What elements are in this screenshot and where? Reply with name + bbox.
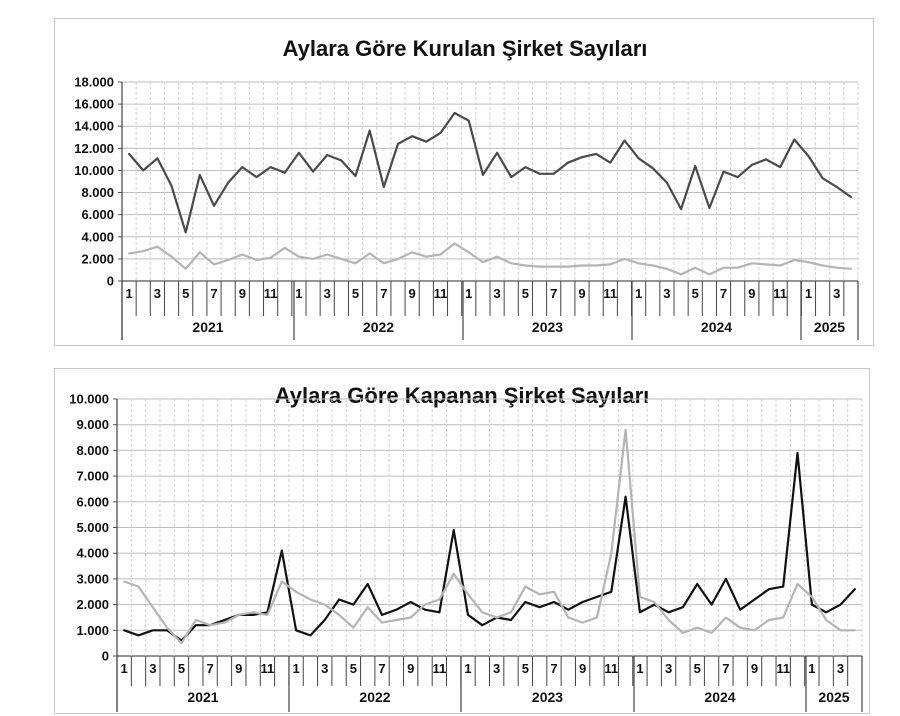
y-tick-label: 1.000 [76, 623, 109, 638]
x-month-label: 11 [434, 286, 448, 301]
y-tick-label: 18.000 [74, 75, 114, 90]
chart-title: Aylara Göre Kapanan Şirket Sayıları [275, 383, 650, 408]
x-month-label: 9 [235, 661, 242, 676]
x-month-label: 1 [121, 661, 128, 676]
x-year-label: 2024 [701, 319, 732, 335]
x-month-label: 5 [182, 286, 189, 301]
y-tick-label: 2.000 [76, 597, 109, 612]
y-tick-label: 4.000 [76, 546, 109, 561]
y-tick-label: 5.000 [76, 520, 109, 535]
x-month-label: 7 [207, 661, 214, 676]
x-month-label: 1 [635, 286, 642, 301]
y-tick-label: 4.000 [81, 229, 114, 244]
y-tick-label: 7.000 [76, 469, 109, 484]
y-tick-label: 10.000 [69, 392, 109, 407]
x-year-label: 2025 [814, 319, 845, 335]
x-month-label: 5 [522, 661, 529, 676]
x-month-label: 7 [722, 661, 729, 676]
y-tick-label: 10.000 [74, 163, 114, 178]
x-month-label: 1 [464, 661, 471, 676]
x-month-label: 1 [292, 661, 299, 676]
x-month-label: 1 [808, 661, 815, 676]
x-month-label: 5 [350, 661, 357, 676]
x-month-label: 1 [295, 286, 302, 301]
y-tick-label: 0 [107, 274, 114, 289]
y-tick-label: 6.000 [81, 207, 114, 222]
chart-2: Aylara Göre Kapanan Şirket Sayıları 0 1.00… [69, 383, 863, 712]
chart-1: Aylara Göre Kurulan Şirket Sayıları 0 2.00… [74, 36, 859, 340]
x-month-label: 9 [751, 661, 758, 676]
x-month-label: 3 [321, 661, 328, 676]
x-month-label: 7 [378, 661, 385, 676]
x-month-label: 5 [692, 286, 699, 301]
chart-panel-established [54, 18, 874, 346]
x-month-label: 7 [550, 661, 557, 676]
x-month-label: 9 [239, 286, 246, 301]
y-tick-label: 2.000 [81, 251, 114, 266]
x-month-label: 3 [665, 661, 672, 676]
x-month-label: 1 [636, 661, 643, 676]
x-month-label: 3 [493, 286, 500, 301]
x-year-label: 2021 [187, 689, 218, 705]
series-line-1 [123, 451, 856, 642]
x-year-label: 2021 [192, 319, 223, 335]
x-year-label: 2023 [532, 689, 563, 705]
x-month-label: 11 [773, 286, 787, 301]
x-year-label: 2023 [532, 319, 563, 335]
x-month-label: 3 [154, 286, 161, 301]
x-month-label: 7 [210, 286, 217, 301]
x-month-label: 5 [178, 661, 185, 676]
x-month-label: 3 [493, 661, 500, 676]
y-tick-label: 0 [102, 649, 109, 664]
chart-title: Aylara Göre Kurulan Şirket Sayıları [283, 36, 648, 61]
x-month-label: 1 [125, 286, 132, 301]
y-tick-label: 16.000 [74, 97, 114, 112]
x-year-label: 2022 [359, 689, 390, 705]
x-month-label: 3 [837, 661, 844, 676]
x-month-label: 7 [720, 286, 727, 301]
x-month-label: 3 [149, 661, 156, 676]
x-month-label: 9 [579, 661, 586, 676]
x-year-label: 2024 [704, 689, 735, 705]
y-tick-label: 14.000 [74, 119, 114, 134]
x-year-label: 2025 [818, 689, 849, 705]
y-tick-label: 3.000 [76, 571, 109, 586]
x-month-label: 11 [776, 661, 790, 676]
y-tick-label: 12.000 [74, 141, 114, 156]
y-tick-label: 8.000 [76, 443, 109, 458]
y-tick-label: 6.000 [76, 494, 109, 509]
x-month-label: 9 [578, 286, 585, 301]
x-month-label: 7 [550, 286, 557, 301]
y-tick-label: 9.000 [76, 417, 109, 432]
x-month-label: 3 [833, 286, 840, 301]
x-month-label: 11 [432, 661, 446, 676]
x-month-label: 11 [604, 661, 618, 676]
x-month-label: 9 [409, 286, 416, 301]
x-month-label: 7 [380, 286, 387, 301]
y-tick-label: 8.000 [81, 185, 114, 200]
x-month-label: 3 [663, 286, 670, 301]
x-month-label: 5 [522, 286, 529, 301]
x-month-label: 11 [603, 286, 617, 301]
series-line-2 [128, 242, 853, 276]
x-year-label: 2022 [363, 319, 394, 335]
x-month-label: 1 [465, 286, 472, 301]
series-line-1 [128, 111, 853, 234]
x-month-label: 11 [261, 661, 275, 676]
x-month-label: 9 [407, 661, 414, 676]
x-month-label: 3 [324, 286, 331, 301]
x-month-label: 5 [694, 661, 701, 676]
x-month-label: 1 [805, 286, 812, 301]
x-month-label: 5 [352, 286, 359, 301]
x-month-label: 11 [264, 286, 278, 301]
series-line-2 [123, 428, 856, 645]
x-month-label: 9 [748, 286, 755, 301]
